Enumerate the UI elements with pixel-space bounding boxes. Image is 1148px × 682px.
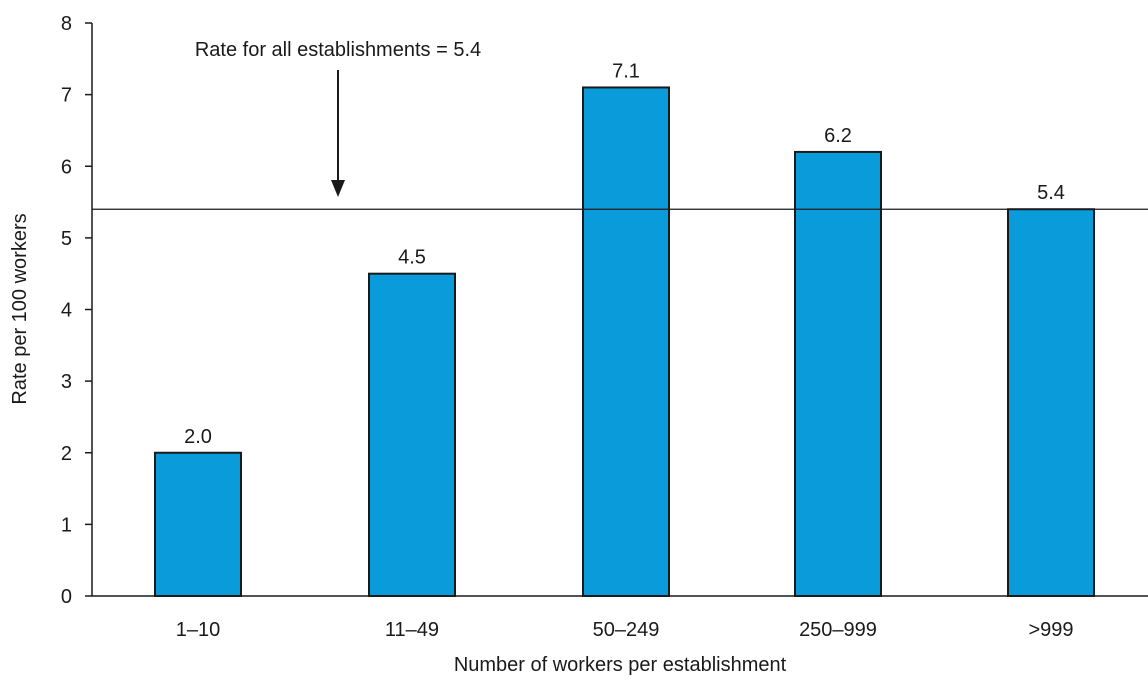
y-tick-label: 6 xyxy=(61,156,72,178)
data-label: 4.5 xyxy=(398,247,426,269)
y-tick-label: 8 xyxy=(61,13,72,35)
x-tick-label: 50–249 xyxy=(593,619,660,641)
bar xyxy=(582,86,670,598)
x-tick-label: 11–49 xyxy=(385,619,439,641)
bar xyxy=(794,150,882,598)
y-tick-label: 1 xyxy=(61,514,72,536)
y-tick-label: 0 xyxy=(61,586,72,608)
reference-line-annotation: Rate for all establishments = 5.4 xyxy=(195,39,481,61)
data-label: 5.4 xyxy=(1037,182,1065,204)
y-axis-title: Rate per 100 workers xyxy=(9,213,31,404)
x-tick-label: >999 xyxy=(1028,619,1073,641)
x-tick-label: 250–999 xyxy=(799,619,877,641)
bar xyxy=(368,272,456,597)
data-label: 2.0 xyxy=(184,426,212,448)
y-tick-label: 2 xyxy=(61,443,72,465)
bar xyxy=(1007,208,1095,597)
x-axis-title: Number of workers per establishment xyxy=(454,654,787,676)
bar xyxy=(154,451,242,597)
y-tick-label: 4 xyxy=(61,300,72,322)
y-tick-label: 3 xyxy=(61,371,72,393)
y-tick-label: 5 xyxy=(61,228,72,250)
plot-area: 0 1 2 3 4 5 6 7 8 2.0 1–10 4.5 11–49 7.1 50–249 6.2 250–… xyxy=(61,13,1148,641)
x-tick-label: 1–10 xyxy=(176,619,221,641)
data-label: 6.2 xyxy=(824,125,852,147)
data-label: 7.1 xyxy=(612,60,640,82)
annotation-arrow-head xyxy=(331,180,345,197)
y-tick-label: 7 xyxy=(61,85,72,107)
